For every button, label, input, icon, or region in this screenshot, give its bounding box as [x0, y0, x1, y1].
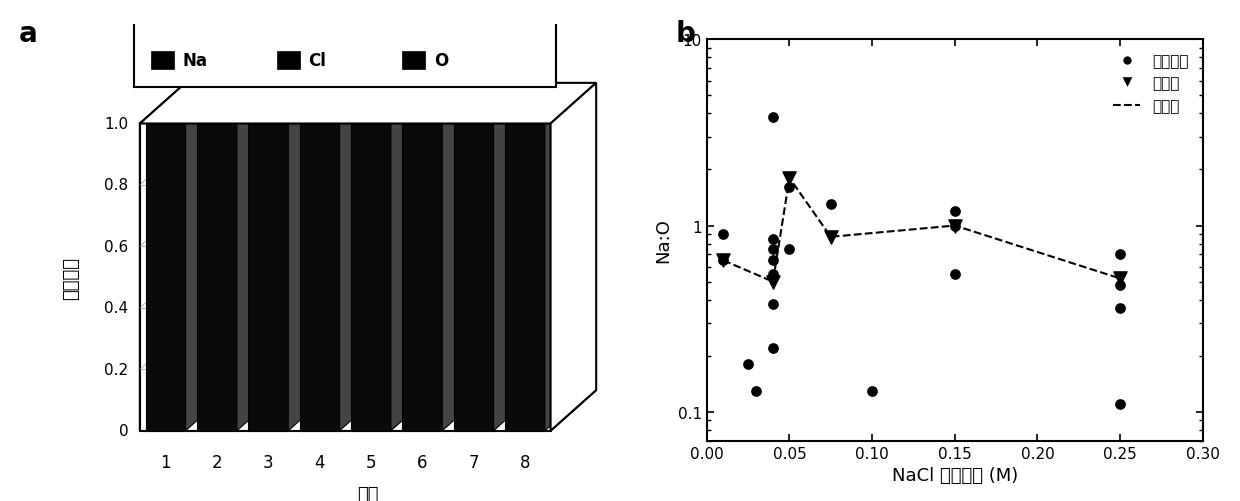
Polygon shape [351, 84, 436, 124]
实验数据 [862, 387, 882, 395]
X-axis label: NaCl 溶液浓度 (M): NaCl 溶液浓度 (M) [892, 466, 1018, 484]
实验数据 [1110, 305, 1130, 313]
实验数据 [763, 245, 782, 254]
趋势线 [765, 279, 780, 285]
实验数据 [713, 230, 733, 238]
Text: 系列: 系列 [357, 485, 378, 501]
实验数据 [945, 207, 965, 215]
趋势线 [947, 223, 962, 229]
Text: 0: 0 [119, 423, 129, 438]
Polygon shape [402, 52, 425, 70]
Polygon shape [300, 84, 386, 124]
Polygon shape [140, 84, 186, 431]
Text: 0.8: 0.8 [104, 178, 129, 193]
Polygon shape [340, 84, 386, 431]
实验数据 [1110, 251, 1130, 259]
Polygon shape [505, 84, 590, 124]
实验数据 [1110, 282, 1130, 290]
Text: 7: 7 [469, 453, 479, 471]
实验数据 [763, 114, 782, 122]
Polygon shape [237, 84, 283, 431]
Polygon shape [494, 84, 539, 431]
实验数据 [746, 387, 766, 395]
Text: 所占比例: 所占比例 [62, 256, 81, 299]
Polygon shape [197, 124, 237, 431]
实验数据 [763, 344, 782, 352]
实验数据 [763, 300, 782, 308]
Text: 5: 5 [366, 453, 376, 471]
Polygon shape [151, 52, 174, 70]
Polygon shape [391, 84, 436, 431]
Text: Na: Na [182, 52, 207, 70]
Text: 3: 3 [263, 453, 274, 471]
Polygon shape [505, 124, 544, 431]
实验数据 [821, 201, 841, 209]
Polygon shape [454, 84, 539, 124]
Text: 0.4: 0.4 [104, 301, 129, 316]
平均值 [780, 174, 800, 182]
Polygon shape [248, 84, 334, 124]
Polygon shape [145, 124, 186, 431]
实验数据 [945, 271, 965, 279]
Text: O: O [434, 52, 448, 70]
Polygon shape [248, 124, 288, 431]
平均值 [945, 222, 965, 230]
Polygon shape [402, 84, 487, 124]
Text: b: b [676, 20, 696, 48]
趋势线 [1112, 276, 1127, 282]
实验数据 [780, 184, 800, 192]
Text: 1.0: 1.0 [104, 117, 129, 132]
平均值 [821, 233, 841, 241]
趋势线 [823, 234, 838, 240]
Polygon shape [454, 124, 494, 431]
Text: 0.2: 0.2 [104, 362, 129, 377]
Polygon shape [186, 84, 231, 431]
Text: 1: 1 [160, 453, 171, 471]
Polygon shape [544, 84, 590, 431]
Polygon shape [351, 124, 391, 431]
平均值 [713, 257, 733, 265]
Text: 8: 8 [520, 453, 531, 471]
实验数据 [763, 257, 782, 265]
Text: 6: 6 [417, 453, 428, 471]
趋势线 [715, 258, 730, 264]
Text: Cl: Cl [308, 52, 326, 70]
Polygon shape [145, 84, 231, 124]
实验数据 [713, 257, 733, 265]
平均值 [1110, 275, 1130, 283]
平均值 [763, 278, 782, 286]
实验数据 [945, 222, 965, 230]
实验数据 [763, 235, 782, 243]
实验数据 [1110, 400, 1130, 408]
Polygon shape [134, 21, 557, 88]
Text: 2: 2 [212, 453, 222, 471]
实验数据 [763, 271, 782, 279]
实验数据 [780, 245, 800, 254]
Legend: 实验数据, 平均值, 趋势线: 实验数据, 平均值, 趋势线 [1107, 48, 1195, 120]
Text: 4: 4 [314, 453, 325, 471]
Polygon shape [140, 124, 551, 431]
Line: 趋势线: 趋势线 [723, 178, 1120, 282]
Polygon shape [443, 84, 487, 431]
Polygon shape [140, 390, 596, 431]
Polygon shape [288, 84, 334, 431]
Text: 0.6: 0.6 [104, 239, 129, 255]
Y-axis label: Na:O: Na:O [655, 218, 672, 263]
Polygon shape [300, 124, 340, 431]
Polygon shape [551, 84, 596, 431]
Text: a: a [19, 20, 37, 48]
Polygon shape [277, 52, 300, 70]
Polygon shape [140, 84, 596, 124]
Polygon shape [197, 84, 283, 124]
趋势线 [782, 175, 797, 181]
Polygon shape [402, 124, 443, 431]
实验数据 [738, 361, 758, 369]
